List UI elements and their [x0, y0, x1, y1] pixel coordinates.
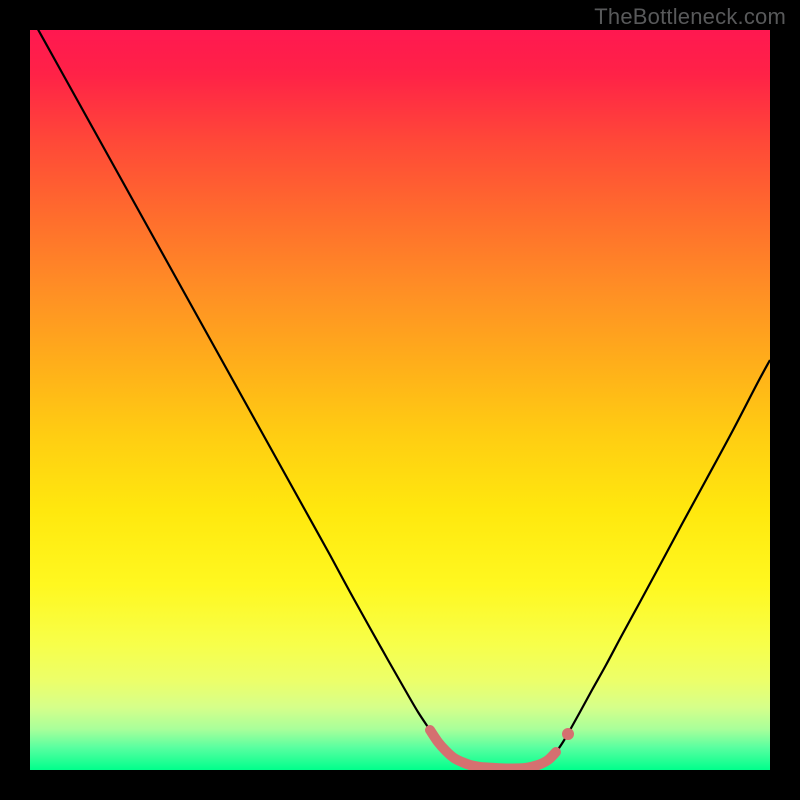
- highlight-end-dot: [562, 728, 574, 740]
- bottleneck-chart: [0, 0, 800, 800]
- watermark-text: TheBottleneck.com: [594, 4, 786, 30]
- gradient-background: [30, 30, 770, 770]
- chart-frame: TheBottleneck.com: [0, 0, 800, 800]
